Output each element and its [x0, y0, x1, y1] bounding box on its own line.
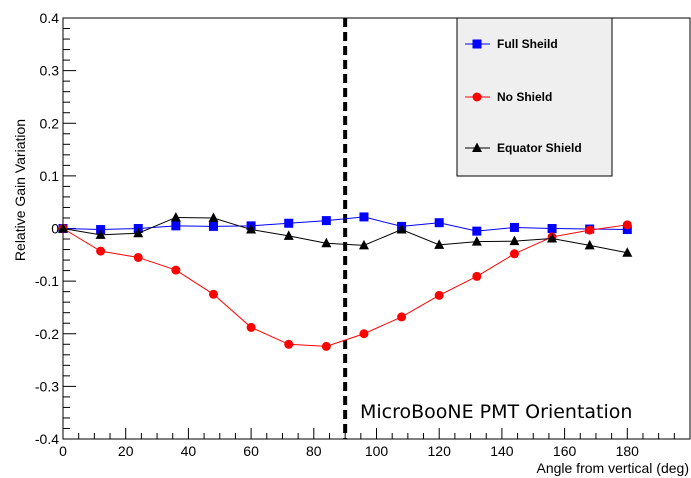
- data-point: [246, 224, 257, 234]
- data-point: [171, 221, 181, 231]
- series-line: [62, 216, 628, 254]
- legend-label: Full Sheild: [497, 37, 558, 51]
- y-tick-labels: -0.4 -0.3 -0.2 -0.1 0 0.1 0.2 0.3 0.4: [35, 10, 59, 447]
- y-tick-label: -0.3: [35, 378, 59, 394]
- series-line: [62, 224, 628, 347]
- y-tick-label: -0.2: [35, 326, 59, 342]
- legend: Full Sheild No Shield Equator Shield: [456, 17, 613, 177]
- data-point: [359, 329, 369, 339]
- data-point: [471, 236, 482, 246]
- data-point: [359, 212, 369, 222]
- x-tick-label: 160: [553, 443, 577, 459]
- y-tick-label: -0.4: [35, 431, 59, 447]
- data-point: [585, 225, 595, 235]
- x-tick-label: 180: [616, 443, 640, 459]
- data-point: [547, 232, 558, 243]
- data-point: [321, 237, 332, 248]
- data-point: [434, 218, 444, 228]
- data-point: [208, 289, 218, 299]
- data-point: [509, 249, 519, 259]
- x-tick-label: 100: [365, 443, 389, 459]
- data-point: [208, 221, 218, 231]
- y-tick-label: -0.1: [35, 273, 59, 289]
- data-point: [547, 224, 557, 233]
- legend-label: No Shield: [497, 90, 552, 104]
- y-tick-label: 0.2: [40, 115, 60, 131]
- data-point: [58, 223, 68, 233]
- data-point: [622, 225, 632, 235]
- x-tick-label: 0: [59, 443, 67, 459]
- data-point: [95, 229, 106, 239]
- x-tick-label: 20: [118, 443, 134, 459]
- series-line: [62, 216, 628, 232]
- series-group: [58, 211, 633, 351]
- chart-annotation: MicroBooNE PMT Orientation: [360, 401, 632, 423]
- data-point: [509, 235, 520, 246]
- data-point: [509, 222, 519, 232]
- data-point: [434, 290, 444, 300]
- data-point: [284, 218, 294, 228]
- data-point: [208, 212, 219, 222]
- data-point: [133, 227, 144, 238]
- legend-label: Equator Shield: [497, 141, 582, 155]
- y-tick-label: 0: [51, 221, 59, 237]
- x-tick-label: 80: [306, 443, 322, 459]
- axis-ticks: [62, 17, 691, 440]
- x-tick-label: 140: [490, 443, 514, 459]
- data-point: [321, 341, 331, 351]
- y-tick-label: 0.4: [40, 10, 60, 26]
- legend-marker: [472, 39, 482, 49]
- data-point: [283, 230, 294, 240]
- legend-marker: [472, 92, 482, 102]
- data-point: [246, 322, 256, 332]
- data-point: [170, 211, 181, 222]
- data-point: [396, 224, 407, 234]
- data-point: [284, 339, 294, 349]
- data-point: [434, 239, 445, 249]
- legend-marker: [472, 142, 482, 152]
- data-point: [584, 239, 595, 250]
- y-tick-label: 0.3: [40, 63, 60, 79]
- data-point: [472, 271, 482, 281]
- x-tick-label: 60: [243, 443, 259, 459]
- data-point: [133, 252, 143, 262]
- data-point: [472, 226, 482, 236]
- x-tick-labels: 0 20 40 60 80 100 120 140 160 180: [59, 443, 639, 459]
- x-axis-title: Angle from vertical (deg): [536, 460, 689, 476]
- data-point: [397, 312, 407, 322]
- data-point: [321, 216, 331, 226]
- data-point: [96, 246, 106, 256]
- data-point: [622, 220, 632, 230]
- y-axis-title: Relative Gain Variation: [12, 119, 28, 261]
- data-point: [358, 239, 369, 250]
- data-point: [622, 247, 633, 257]
- data-point: [171, 265, 181, 275]
- x-tick-label: 120: [428, 443, 452, 459]
- y-tick-label: 0.1: [40, 168, 60, 184]
- x-tick-label: 40: [181, 443, 197, 459]
